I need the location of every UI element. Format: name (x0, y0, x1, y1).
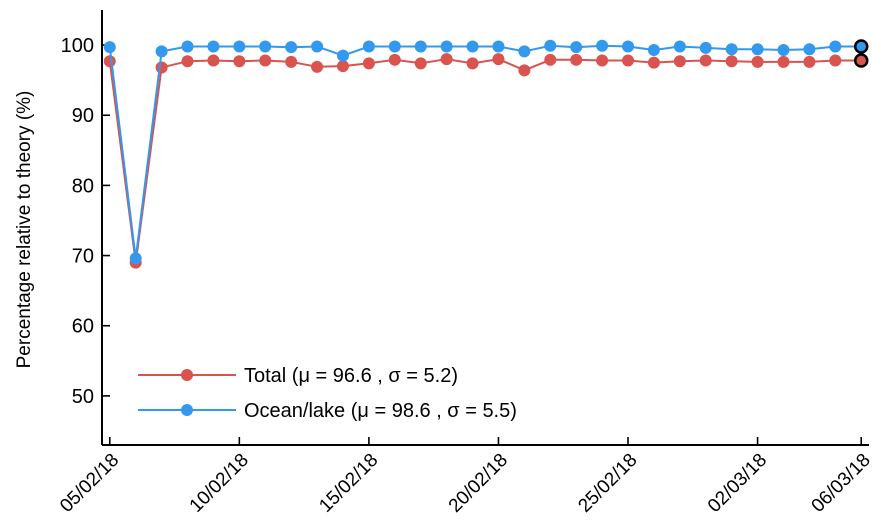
data-point (285, 41, 298, 54)
data-point (103, 41, 116, 54)
x-tick-label: 05/02/18 (56, 450, 123, 517)
series-line (108, 44, 862, 259)
data-point (622, 40, 635, 53)
data-point (207, 54, 220, 67)
data-point (362, 40, 375, 53)
data-point (751, 55, 764, 68)
data-point (647, 43, 660, 56)
y-tick-label: 90 (72, 105, 94, 127)
axes: 50 60 70 80 90 100 05/02/18 10/02/18 15/02/18 20/… (14, 10, 872, 517)
data-point (259, 54, 272, 67)
x-tick-label: 10/02/18 (186, 450, 253, 517)
data-point (362, 57, 375, 70)
data-point (751, 43, 764, 56)
data-point (207, 40, 220, 53)
legend-label: Ocean/lake (μ = 98.6 , σ = 5.5) (244, 400, 517, 422)
data-point (155, 45, 168, 58)
data-point (285, 55, 298, 68)
data-point (492, 40, 505, 53)
y-tick-label: 70 (72, 246, 94, 268)
data-point (181, 55, 194, 68)
data-point (622, 54, 635, 67)
data-point (311, 60, 324, 73)
data-point (570, 53, 583, 66)
data-point (853, 53, 869, 68)
data-point (518, 64, 531, 77)
legend: Total (μ = 96.6 , σ = 5.2) Ocean/lake (μ … (138, 365, 517, 422)
data-point (492, 53, 505, 66)
data-point (311, 40, 324, 53)
legend-entry: Total (μ = 96.6 , σ = 5.2) (138, 365, 458, 387)
data-point (466, 57, 479, 70)
data-point (414, 57, 427, 70)
data-point (596, 39, 609, 52)
data-point (647, 56, 660, 69)
data-point (803, 43, 816, 56)
data-point (777, 55, 790, 68)
data-point (129, 252, 142, 265)
data-point (388, 40, 401, 53)
data-point (596, 54, 609, 67)
data-point (699, 54, 712, 67)
data-point (233, 40, 246, 53)
x-tick-label: 06/03/18 (808, 450, 872, 517)
data-point (414, 40, 427, 53)
data-point (673, 40, 686, 53)
data-point (725, 55, 738, 68)
data-point (725, 43, 738, 56)
y-axis-label: Percentage relative to theory (%) (14, 91, 35, 369)
data-point (803, 55, 816, 68)
data-point (544, 39, 557, 52)
series-line (108, 58, 862, 263)
data-point (440, 53, 453, 66)
data-point (829, 54, 842, 67)
data-point (570, 41, 583, 54)
data-point (829, 40, 842, 53)
data-point (466, 40, 479, 53)
legend-marker (181, 369, 193, 381)
data-point (518, 45, 531, 58)
x-tick-label: 02/03/18 (704, 450, 771, 517)
data-point (181, 40, 194, 53)
data-point (233, 55, 246, 68)
x-tick-label: 25/02/18 (574, 450, 641, 517)
y-tick-label: 60 (72, 316, 94, 338)
y-tick-label: 100 (61, 35, 94, 57)
data-point (388, 53, 401, 66)
x-tick-label: 20/02/18 (445, 450, 512, 517)
series-total (103, 53, 869, 269)
legend-marker (181, 404, 193, 416)
data-point (440, 40, 453, 53)
data-point (544, 53, 557, 66)
data-point (699, 41, 712, 54)
data-point (155, 61, 168, 74)
data-point (259, 40, 272, 53)
y-tick-label: 50 (72, 386, 94, 408)
legend-entry: Ocean/lake (μ = 98.6 , σ = 5.5) (138, 400, 517, 422)
series-ocean-lake (103, 39, 869, 265)
x-tick-label: 15/02/18 (315, 450, 382, 517)
data-point (673, 55, 686, 68)
data-point (777, 43, 790, 56)
data-point (336, 60, 349, 73)
data-point (853, 39, 869, 54)
y-tick-label: 80 (72, 175, 94, 197)
series-layer (103, 39, 869, 269)
legend-label: Total (μ = 96.6 , σ = 5.2) (244, 365, 458, 387)
data-point (103, 55, 116, 68)
data-point (336, 49, 349, 62)
